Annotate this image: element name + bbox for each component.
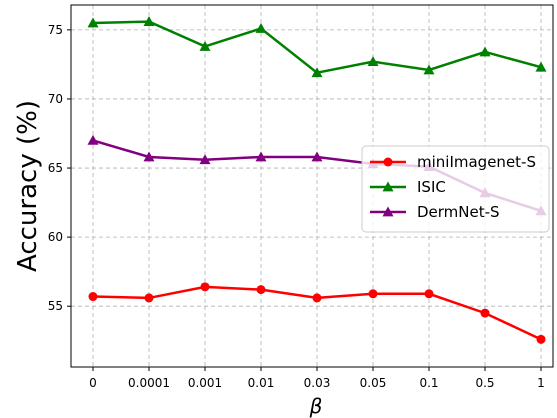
x-tick-label: 0.01 (248, 376, 275, 390)
data-point-miniimagenet-s (312, 293, 322, 303)
y-axis-ticks: 55 60 65 70 75 (48, 23, 71, 313)
y-tick-label: 60 (48, 230, 63, 244)
data-point-dermnet-s (87, 134, 99, 145)
x-axis-ticks: 0 0.0001 0.001 0.01 0.03 0.05 0.1 0.5 1 (89, 367, 545, 390)
legend-label-isic: ISIC (417, 178, 446, 196)
x-tick-label: 0.0001 (128, 376, 170, 390)
data-point-miniimagenet-s (200, 282, 210, 292)
data-point-isic (423, 64, 435, 75)
legend-label-dermnet-s: DermNet-S (417, 203, 500, 221)
series-isic (87, 16, 547, 78)
data-point-isic (367, 56, 379, 67)
data-point-isic (143, 16, 155, 26)
x-tick-label: 0 (89, 376, 97, 390)
x-tick-label: 0.05 (360, 376, 387, 390)
x-tick-label: 0.5 (475, 376, 494, 390)
data-point-isic (535, 61, 547, 72)
data-point-miniimagenet-s (536, 334, 546, 344)
y-tick-label: 70 (48, 92, 63, 106)
data-point-miniimagenet-s (368, 289, 378, 299)
data-point-isic (87, 17, 99, 28)
data-point-isic (479, 46, 491, 57)
y-tick-label: 55 (48, 299, 63, 313)
x-tick-label: 0.1 (419, 376, 438, 390)
y-tick-label: 65 (48, 161, 63, 175)
grid-lines (71, 5, 553, 367)
legend: miniImagenet-S ISIC DermNet-S (361, 145, 550, 233)
data-point-dermnet-s (143, 151, 155, 162)
data-point-isic (311, 67, 323, 78)
series-miniimagenet-s (88, 282, 546, 344)
plot-frame (70, 4, 554, 368)
legend-marker-isic (382, 181, 394, 192)
data-point-miniimagenet-s (424, 289, 434, 299)
y-axis-label: Accuracy (%) (13, 100, 43, 272)
legend-marker-miniimagenet-s (383, 157, 393, 167)
data-point-isic (255, 22, 267, 33)
data-point-dermnet-s (199, 154, 211, 165)
data-point-miniimagenet-s (256, 285, 266, 295)
x-tick-label: 1 (537, 376, 545, 390)
data-point-dermnet-s (255, 151, 267, 162)
data-point-miniimagenet-s (88, 292, 98, 302)
y-tick-label: 75 (48, 23, 63, 37)
data-point-miniimagenet-s (144, 293, 154, 303)
series-group (87, 16, 547, 344)
data-point-dermnet-s (311, 151, 323, 162)
legend-label-miniimagenet-s: miniImagenet-S (417, 153, 536, 171)
data-point-miniimagenet-s (480, 308, 490, 318)
x-axis-label: β (309, 394, 323, 418)
data-point-isic (199, 40, 211, 51)
x-tick-label: 0.03 (304, 376, 331, 390)
x-tick-label: 0.001 (188, 376, 222, 390)
legend-box (361, 145, 550, 233)
legend-marker-dermnet-s (382, 206, 394, 217)
